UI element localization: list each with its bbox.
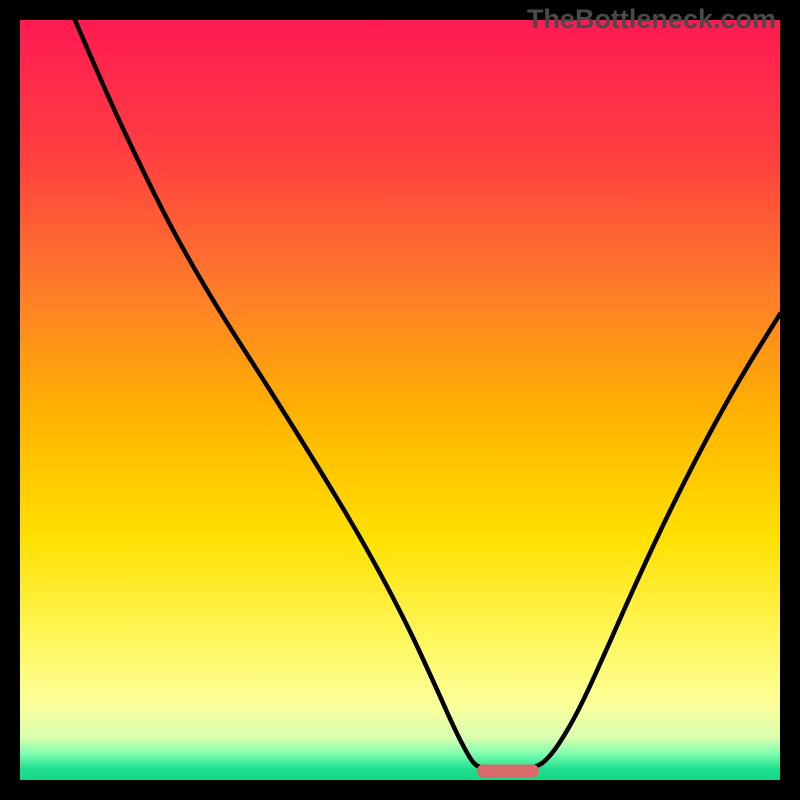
chart-frame: TheBottleneck.com (0, 0, 800, 800)
plot-area (20, 20, 780, 780)
curve-path (75, 20, 780, 770)
bottleneck-curve (20, 20, 780, 780)
optimal-marker (477, 765, 539, 778)
watermark-text: TheBottleneck.com (527, 4, 776, 35)
